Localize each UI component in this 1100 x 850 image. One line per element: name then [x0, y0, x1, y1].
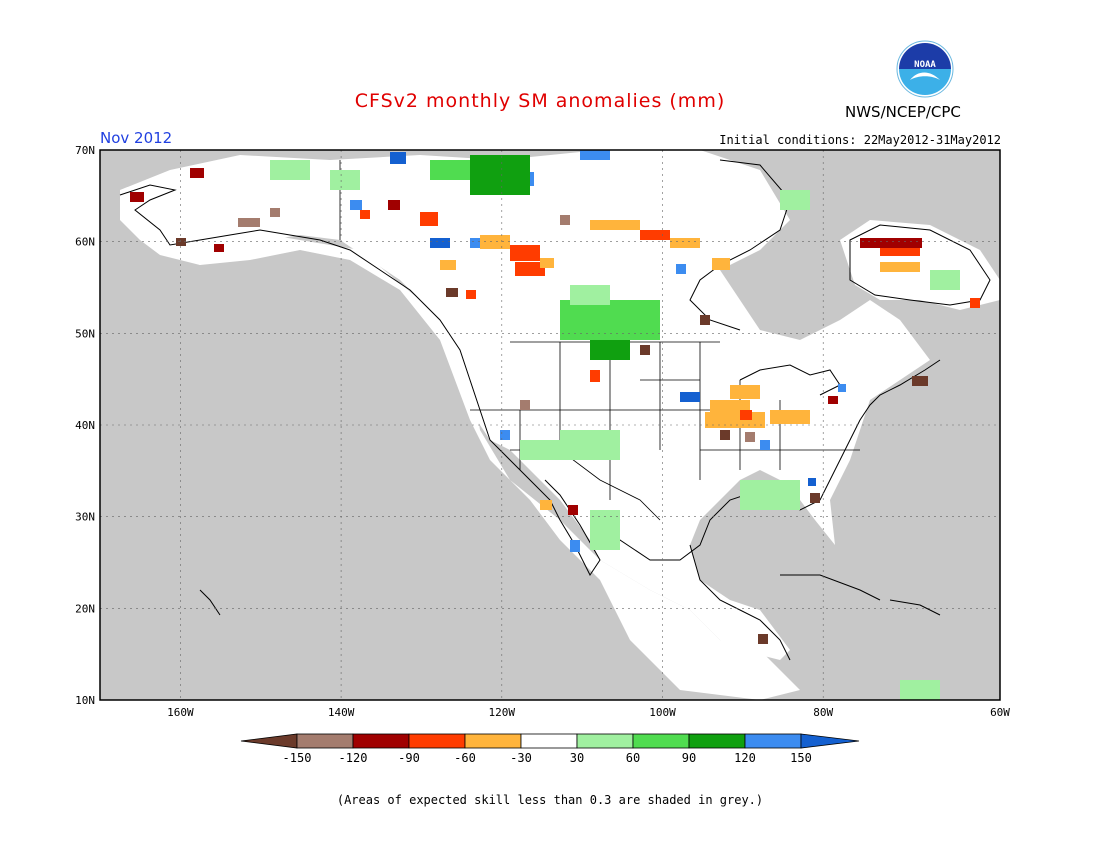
colorbar-arrow-high: [800, 733, 860, 749]
lat-axis-labels: 70N 60N 50N 40N 30N 20N 10N: [75, 144, 95, 707]
colorbar-label: -150: [283, 751, 312, 765]
colorbar-swatch: [576, 733, 634, 749]
colorbar-swatch: [744, 733, 802, 749]
lat-label: 70N: [75, 144, 95, 157]
lat-label: 50N: [75, 327, 95, 340]
colorbar-labels: -150 -120 -90 -60 -30 30 60 90 120 150: [283, 751, 812, 765]
svg-text:NOAA: NOAA: [914, 60, 936, 70]
colorbar-label: -120: [339, 751, 368, 765]
map-frame: [99, 149, 1001, 701]
colorbar-swatch: [408, 733, 466, 749]
lat-label: 40N: [75, 419, 95, 432]
colorbar-label: 120: [734, 751, 756, 765]
lon-label: 80W: [813, 706, 833, 719]
colorbar-arrow-low: [240, 733, 298, 749]
colorbar-label: -90: [398, 751, 420, 765]
lat-label: 30N: [75, 511, 95, 524]
chart-title: CFSv2 monthly SM anomalies (mm): [354, 90, 726, 112]
colorbar-swatch: [520, 733, 578, 749]
lon-label: 60W: [990, 706, 1010, 719]
lon-label: 140W: [328, 706, 355, 719]
noaa-logo: NOAA: [896, 40, 954, 98]
lon-label: 120W: [489, 706, 516, 719]
colorbar-label: 150: [790, 751, 812, 765]
colorbar-swatch: [352, 733, 410, 749]
lon-label: 160W: [167, 706, 194, 719]
lat-label: 20N: [75, 602, 95, 615]
valid-month-label: Nov 2012: [100, 129, 173, 147]
colorbar-swatch: [632, 733, 690, 749]
colorbar-label: 90: [682, 751, 696, 765]
lon-label: 100W: [649, 706, 676, 719]
colorbar-label: -60: [454, 751, 476, 765]
colorbar: [240, 733, 860, 749]
lat-label: 60N: [75, 236, 95, 249]
colorbar-swatch: [296, 733, 354, 749]
colorbar-label: 30: [570, 751, 584, 765]
colorbar-label: 60: [626, 751, 640, 765]
lat-label: 10N: [75, 694, 95, 707]
graticule: [100, 150, 1000, 700]
footnote: (Areas of expected skill less than 0.3 a…: [336, 793, 764, 807]
colorbar-swatch: [464, 733, 522, 749]
organization-label: NWS/NCEP/CPC: [845, 103, 961, 121]
colorbar-label: -30: [510, 751, 532, 765]
lon-axis-labels: 160W 140W 120W 100W 80W 60W: [167, 706, 1010, 719]
colorbar-swatch: [688, 733, 746, 749]
initial-conditions-label: Initial conditions: 22May2012-31May2012: [719, 133, 1001, 147]
